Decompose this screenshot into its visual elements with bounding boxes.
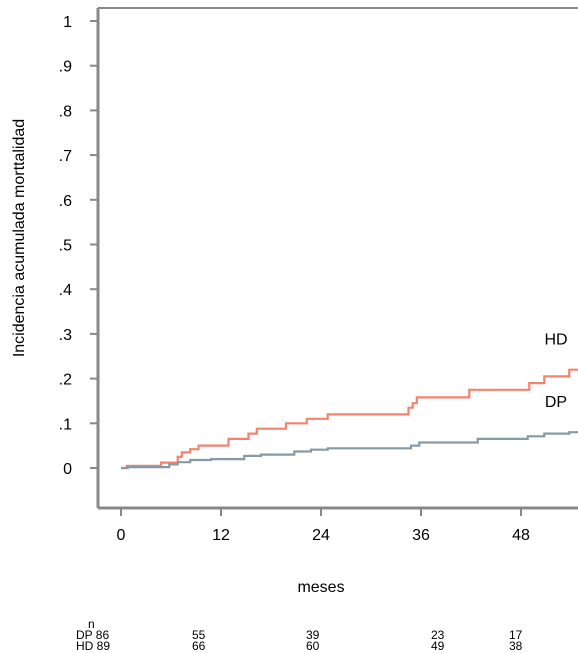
x-tick-label: 24 bbox=[312, 527, 330, 544]
risk-value: 38 bbox=[509, 639, 523, 653]
y-tick-label: .3 bbox=[59, 327, 72, 344]
y-tick-label: .8 bbox=[59, 103, 72, 120]
risk-value: 66 bbox=[192, 639, 206, 653]
risk-value: 49 bbox=[431, 639, 445, 653]
x-tick-label: 48 bbox=[512, 527, 530, 544]
y-tick-label: 1 bbox=[63, 14, 72, 31]
y-tick-label: .9 bbox=[59, 59, 72, 76]
y-tick-label: 0 bbox=[63, 461, 72, 478]
y-axis-title: Incidencia acumulada morttalidad bbox=[11, 119, 28, 357]
series-lines bbox=[121, 368, 578, 470]
series-label-hd: HD bbox=[544, 332, 567, 349]
x-axis: 0 12 24 36 48 bbox=[117, 508, 530, 544]
risk-value: 60 bbox=[306, 639, 320, 653]
plot-frame bbox=[96, 7, 578, 510]
x-axis-title: meses bbox=[297, 579, 344, 596]
y-tick-label: .7 bbox=[59, 148, 72, 165]
series-line-hd bbox=[121, 368, 578, 470]
y-tick-label: .6 bbox=[59, 193, 72, 210]
x-tick-label: 0 bbox=[117, 527, 126, 544]
y-tick-label: .5 bbox=[59, 238, 72, 255]
y-tick-label: .4 bbox=[59, 282, 72, 299]
series-line-dp bbox=[121, 431, 578, 470]
y-tick-label: .2 bbox=[59, 372, 72, 389]
series-label-dp: DP bbox=[545, 394, 567, 411]
y-axis: 0 .1 .2 .3 .4 .5 .6 .7 .8 .9 1 bbox=[59, 14, 98, 478]
x-tick-label: 12 bbox=[212, 527, 230, 544]
y-tick-label: .1 bbox=[59, 416, 72, 433]
series-labels: HD DP bbox=[544, 332, 567, 412]
risk-row-label: HD 89 bbox=[76, 639, 111, 653]
x-tick-label: 36 bbox=[412, 527, 430, 544]
